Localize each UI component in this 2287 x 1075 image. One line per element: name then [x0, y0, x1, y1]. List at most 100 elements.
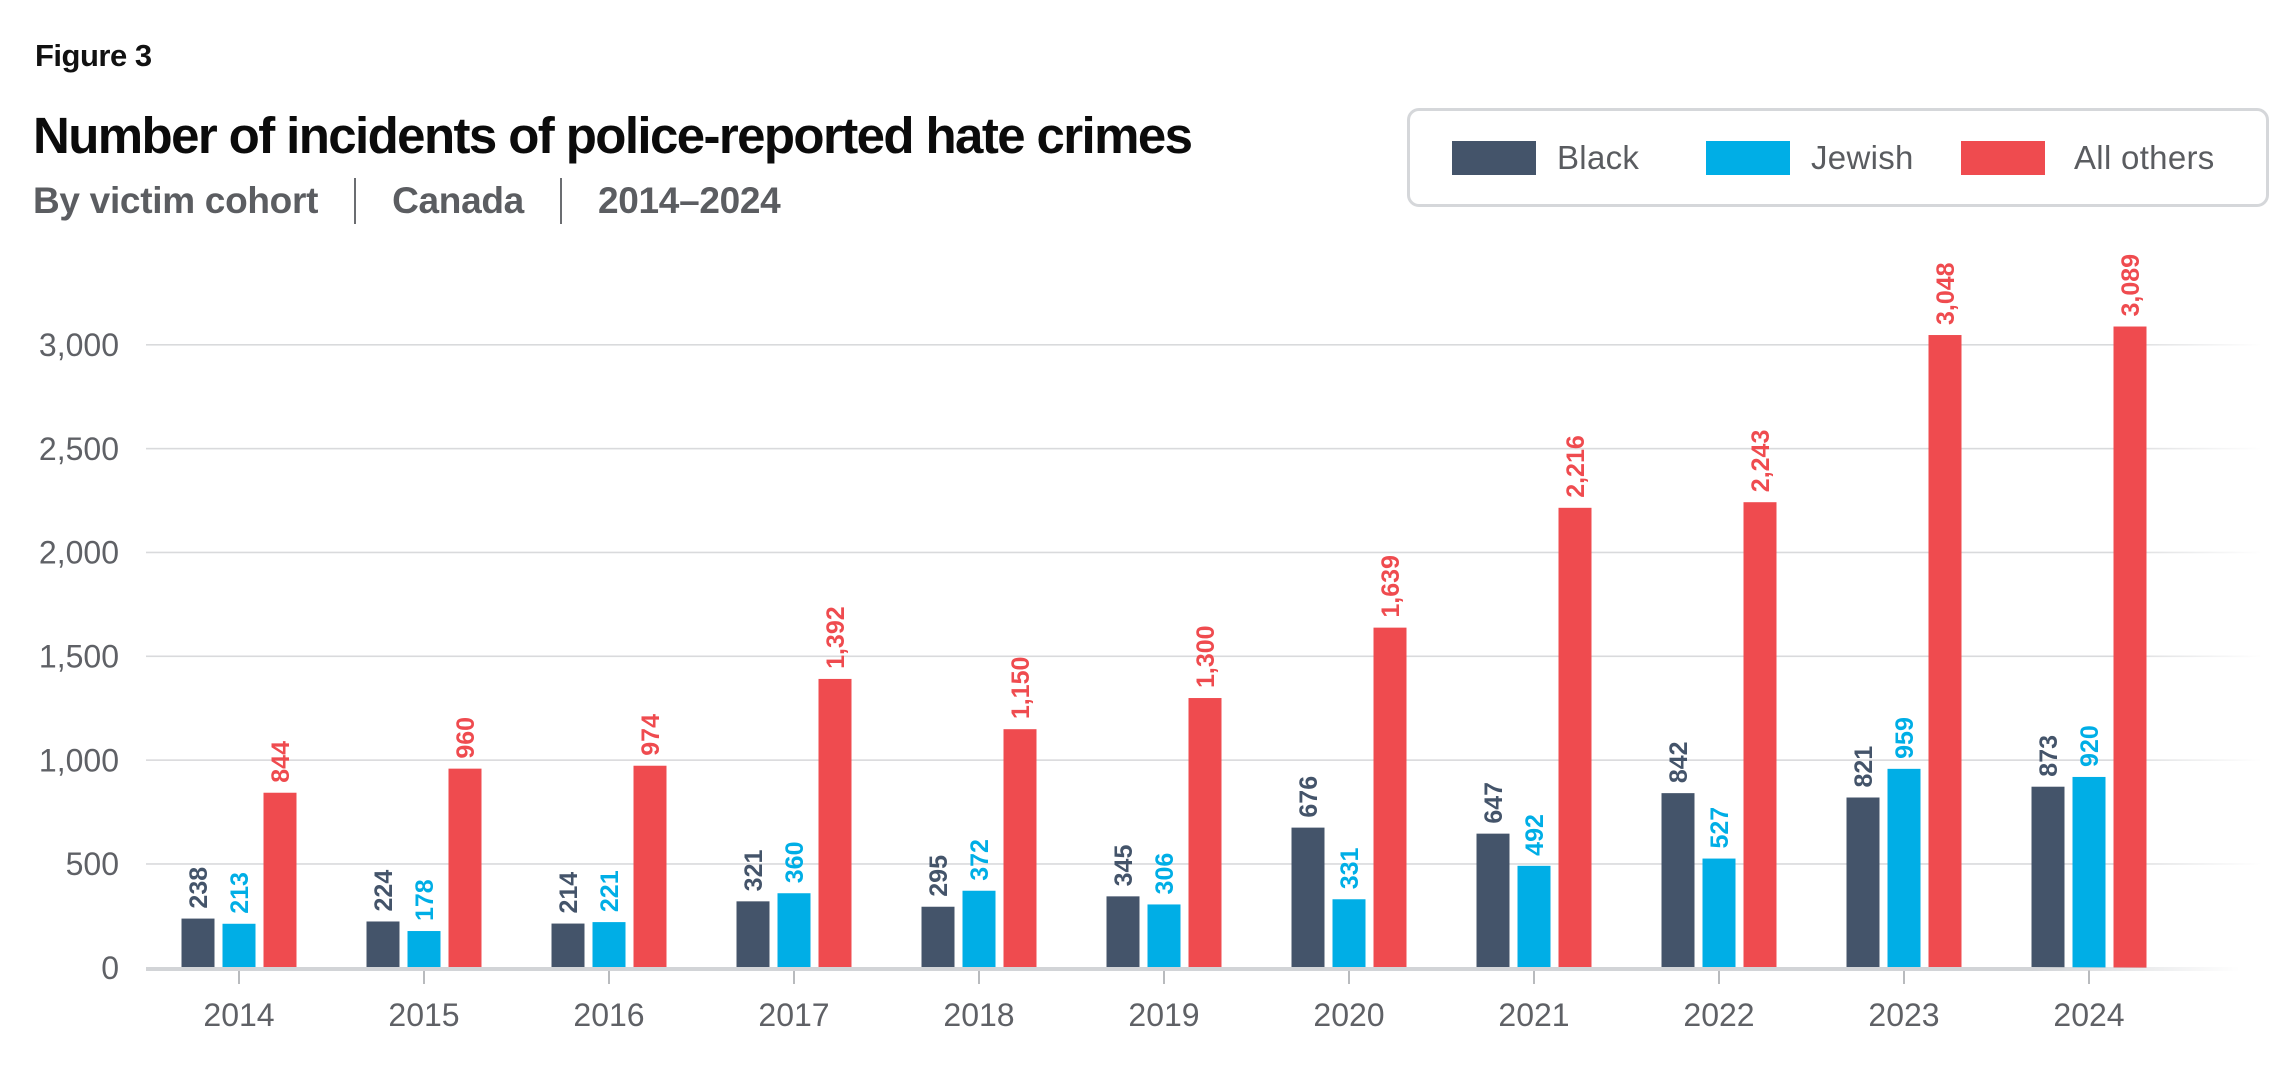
value-label: 1,300 [1192, 625, 1220, 688]
legend-label-jewish: Jewish [1811, 138, 1914, 176]
y-tick-label: 1,500 [39, 639, 119, 675]
x-tick-label: 2015 [388, 997, 459, 1033]
value-label: 214 [555, 872, 583, 914]
value-label: 321 [740, 850, 768, 892]
value-label: 647 [1480, 782, 1508, 824]
bar-black [1291, 827, 1325, 968]
bar-jewish [1517, 865, 1551, 968]
bar-all-others [2113, 326, 2147, 968]
x-tick-mark [1163, 970, 1165, 984]
bar-black [736, 901, 770, 968]
value-label: 2,216 [1562, 435, 1590, 498]
x-axis-baseline [146, 967, 2240, 971]
value-label: 3,048 [1932, 262, 1960, 325]
x-tick-mark [1718, 970, 1720, 984]
bar-jewish [962, 890, 996, 968]
x-tick-label: 2018 [943, 997, 1014, 1033]
bar-jewish [1147, 904, 1181, 968]
bars [181, 326, 2147, 969]
bar-black [551, 923, 585, 968]
value-label: 178 [411, 879, 439, 921]
x-axis: 2014 2015 2016 2017 2018 2019 2020 2021 2022 2023… [146, 967, 2240, 1033]
value-label: 295 [925, 855, 953, 897]
x-tick-mark [238, 970, 240, 984]
gridline [146, 447, 2262, 450]
y-tick-label: 2,000 [39, 535, 119, 571]
value-label: 306 [1151, 853, 1179, 895]
bar-black [2031, 786, 2065, 968]
subtitle-years: 2014–2024 [597, 180, 781, 221]
bar-jewish [777, 893, 811, 968]
bar-all-others [263, 792, 297, 968]
gridline [146, 344, 2262, 346]
value-label: 960 [452, 717, 480, 759]
bar-jewish [1332, 899, 1366, 968]
legend-label-all-others: All others [2074, 138, 2215, 176]
y-tick-label: 0 [101, 950, 119, 986]
legend: Black Jewish All others [1407, 108, 2269, 207]
value-label: 1,392 [822, 606, 850, 669]
value-label: 213 [226, 872, 254, 914]
bar-black [1476, 833, 1510, 968]
x-tick-label: 2014 [203, 997, 274, 1033]
x-tick-label: 2023 [1868, 997, 1939, 1033]
value-label: 959 [1891, 717, 1919, 759]
chart-subtitle: By victim cohort Canada 2014–2024 [33, 176, 781, 226]
x-tick-mark [2088, 970, 2090, 984]
x-tick-mark [978, 970, 980, 984]
legend-swatch-black [1452, 140, 1536, 175]
x-tick-label: 2021 [1498, 997, 1569, 1033]
bar-black [366, 921, 400, 968]
legend-swatch-jewish [1706, 140, 1790, 175]
value-labels: 238 213 844 224 178 960 214 221 974 321 360 1,392 29… [185, 254, 2145, 921]
y-tick-label: 500 [66, 846, 119, 882]
bar-black [1846, 797, 1880, 968]
value-label: 920 [2076, 725, 2104, 767]
value-label: 372 [966, 839, 994, 881]
y-axis: 0 500 1,000 1,500 2,000 2,500 3,000 [39, 327, 119, 986]
bar-black [181, 918, 215, 968]
bar-all-others [1373, 627, 1407, 968]
subtitle-separator [559, 178, 562, 224]
bar-all-others [1188, 698, 1222, 968]
value-label: 842 [1665, 741, 1693, 783]
subtitle-separator [354, 178, 357, 224]
x-tick-label: 2020 [1313, 997, 1384, 1033]
bar-all-others [1928, 335, 1962, 969]
bar-black [1661, 793, 1695, 968]
chart-title: Number of incidents of police-reported h… [33, 107, 1193, 164]
bar-all-others [448, 768, 482, 968]
x-tick-mark [1903, 970, 1905, 984]
bar-jewish [592, 922, 626, 968]
x-tick-label: 2017 [758, 997, 829, 1033]
bar-jewish [407, 931, 441, 968]
bar-all-others [633, 765, 667, 968]
x-tick-mark [1348, 970, 1350, 984]
subtitle-cohort: By victim cohort [33, 180, 319, 221]
gridline [146, 655, 2262, 658]
y-tick-label: 3,000 [39, 327, 119, 363]
value-label: 360 [781, 842, 809, 884]
legend-swatch-all-others [1961, 140, 2045, 175]
y-tick-label: 2,500 [39, 431, 119, 467]
bar-all-others [1558, 507, 1592, 968]
value-label: 1,639 [1377, 555, 1405, 618]
figure-label: Figure 3 [35, 38, 152, 73]
value-label: 492 [1521, 814, 1549, 856]
value-label: 238 [185, 867, 213, 909]
value-label: 345 [1110, 845, 1138, 887]
x-tick-mark [423, 970, 425, 984]
x-tick-mark [1533, 970, 1535, 984]
value-label: 974 [637, 714, 665, 756]
x-tick-label: 2022 [1683, 997, 1754, 1033]
x-tick-mark [793, 970, 795, 984]
gridline [146, 551, 2262, 554]
bar-all-others [1743, 502, 1777, 968]
legend-item-black: Black [1452, 111, 1639, 204]
x-tick-label: 2019 [1128, 997, 1199, 1033]
bar-jewish [1887, 768, 1921, 968]
bar-jewish [1702, 858, 1736, 968]
bar-black [921, 906, 955, 968]
bar-jewish [2072, 776, 2106, 968]
